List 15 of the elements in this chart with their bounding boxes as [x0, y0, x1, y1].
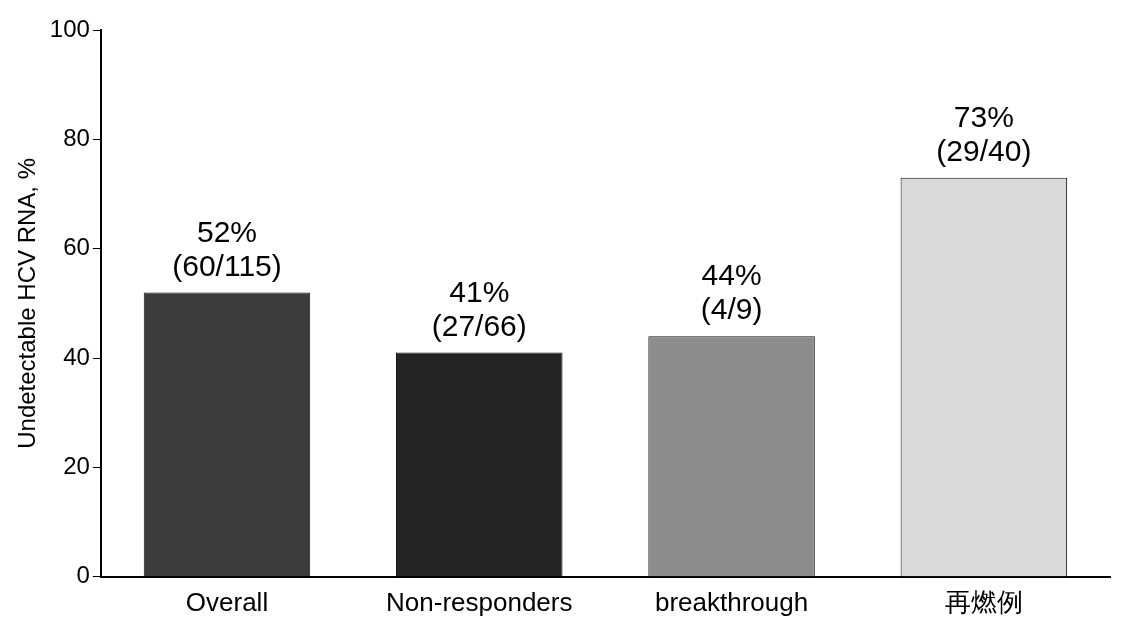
y-tick-label: 0 [76, 561, 90, 589]
x-tick-label: Overall [185, 586, 269, 617]
y-tick-label: 80 [63, 123, 90, 151]
data-label: 73% (29/40) [936, 99, 1032, 167]
y-tick-label: 60 [63, 233, 90, 261]
x-tick-label: 再燃例 [944, 586, 1023, 617]
x-tick-label: Non-responders [386, 586, 573, 617]
data-label: 41% (27/66) [431, 274, 527, 342]
y-tick-label: 20 [63, 452, 90, 480]
y-axis-title: Undetectable HCV RNA, % [13, 158, 41, 449]
x-tick-label: breakthrough [654, 586, 809, 617]
data-label: 52% (60/115) [172, 214, 282, 282]
y-tick-label: 40 [63, 342, 90, 370]
y-tick-label: 100 [49, 14, 90, 42]
data-label: 44% (4/9) [700, 258, 763, 326]
